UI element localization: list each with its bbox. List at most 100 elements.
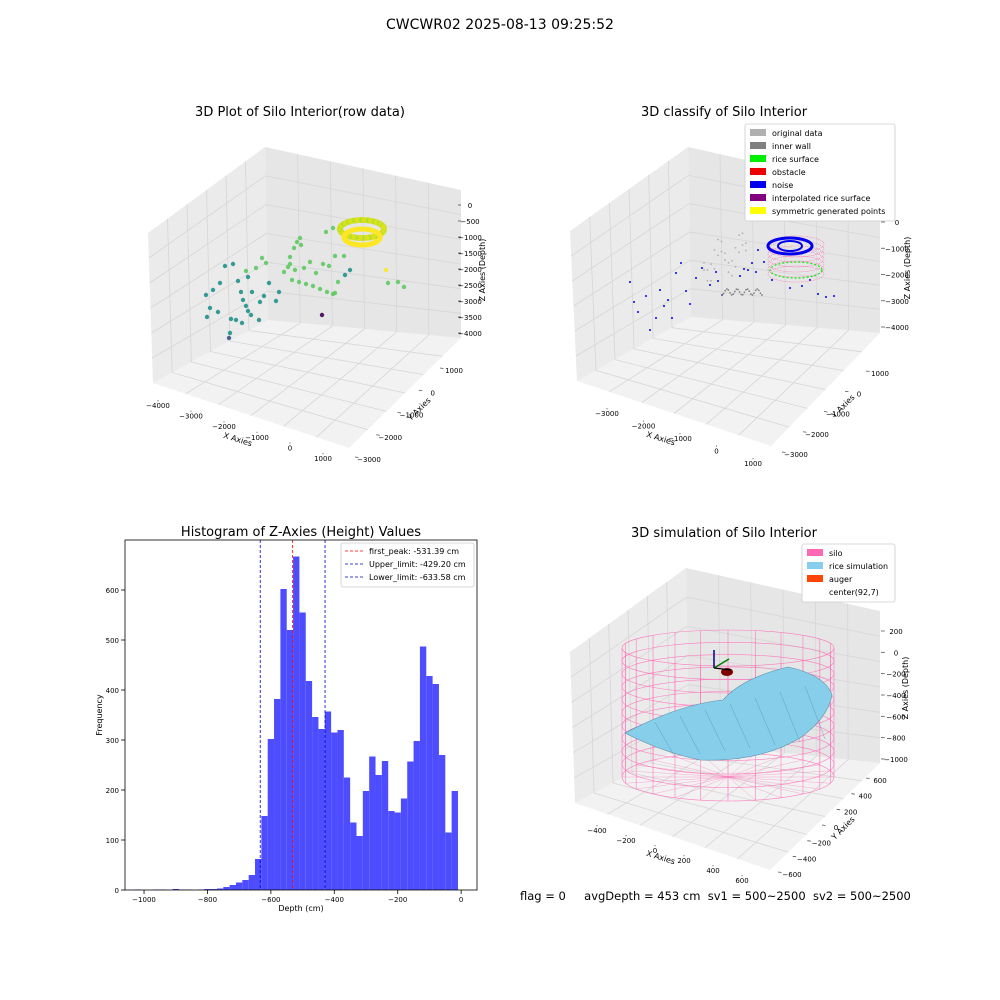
panel3-x-label: Depth (cm) <box>278 904 323 913</box>
panel2-original-point <box>706 268 709 271</box>
panel3-bar <box>337 730 344 890</box>
panel1-point <box>332 253 338 259</box>
left-wall-pane <box>570 147 691 381</box>
panel2-legend-swatch <box>750 194 766 201</box>
panel3-bar <box>419 646 427 890</box>
panel3-bar <box>267 739 275 890</box>
panel1-point <box>243 303 249 309</box>
panel1-z-tick-label: −1000 <box>458 234 482 242</box>
panel2-noise-point <box>667 299 669 301</box>
panel4-y-tick-label: 400 <box>859 793 872 801</box>
panel1-y-tick <box>376 434 380 436</box>
panel3-bar <box>407 761 414 890</box>
panel1-point <box>276 289 282 295</box>
panel4-silo-spoke <box>636 764 729 778</box>
panel1-y-tick-label: 1000 <box>445 367 463 375</box>
panel2-legend-swatch <box>750 168 766 175</box>
panel3-bar <box>210 889 217 890</box>
panel1-point <box>313 270 319 276</box>
panel1-point <box>235 278 241 284</box>
panel-raw-scatter: 3D Plot of Silo Interior(row data) −4000 −… <box>146 105 487 464</box>
panel4-rice-mesh-line <box>779 691 801 743</box>
panel3-bar <box>274 699 281 890</box>
panel4-silo-spoke <box>727 770 831 778</box>
panel2-original-point <box>745 249 747 252</box>
panel1-point <box>341 253 347 259</box>
panel4-silo-spoke <box>636 776 729 790</box>
panel2-noise-point <box>801 285 803 287</box>
panel4-y-tick <box>851 793 855 795</box>
panel4-silo-spoke <box>700 776 729 801</box>
panel2-y-tick-label: 1000 <box>871 370 889 378</box>
panel4-rice-mesh-line <box>654 721 676 758</box>
panel2-original-point <box>710 263 712 266</box>
panel2-original-point <box>731 274 733 277</box>
panel2-noise-point <box>763 261 765 263</box>
panel1-point <box>285 264 291 270</box>
panel2-z-tick-label: −2000 <box>885 272 909 280</box>
panel2-noise-point <box>789 287 791 289</box>
panel2-noise-point <box>715 271 717 273</box>
panel3-x-tick-label: 0 <box>459 896 463 904</box>
panel1-point <box>395 279 401 285</box>
panel4-legend-label: silo <box>829 549 843 558</box>
panel1-point <box>294 239 300 245</box>
panel2-x-tick-label: 1000 <box>744 460 762 468</box>
panel3-bar <box>445 832 452 890</box>
panel4-x-tick-label: −400 <box>587 827 606 835</box>
panel1-point <box>385 280 391 286</box>
panel4-legend-label: rice simulation <box>829 562 888 571</box>
panel2-original-point <box>713 249 716 251</box>
panel2-noise-point <box>685 290 687 292</box>
panel3-bar <box>432 684 439 890</box>
panel1-y-tick-label: −1000 <box>400 412 424 420</box>
panel2-legend-label: inner wall <box>772 142 811 151</box>
panel4-z-tick-label: 200 <box>889 628 902 636</box>
panel1-point <box>330 225 336 231</box>
panel3-bar <box>242 880 249 890</box>
panel3-bar <box>388 811 395 890</box>
panel4-silo-spoke <box>727 776 803 795</box>
panel2-original-point <box>724 252 726 254</box>
panel1-point <box>303 281 309 287</box>
left-wall-gridline <box>667 160 673 328</box>
panel2-y-tick-label: 0 <box>857 390 861 398</box>
floor-pane <box>577 317 880 446</box>
panel3-bar <box>400 798 408 890</box>
panel4-y-tick-label: 600 <box>873 777 886 785</box>
panel3-axes-frame <box>124 539 478 891</box>
panel2-x-tick-label: −2000 <box>632 423 656 431</box>
panel2-original-point <box>741 244 744 246</box>
panel3-bar <box>293 556 300 890</box>
panel3-bar <box>343 777 351 890</box>
panel2-noise-point <box>751 262 753 264</box>
panel1-z-tick-label: −3500 <box>458 314 482 322</box>
panel1-point <box>263 260 269 266</box>
panel2-z-tick-label: −4000 <box>885 324 909 332</box>
panel2-rice-surface-ring <box>769 261 823 279</box>
panel1-point <box>243 268 249 274</box>
panel3-bar <box>375 775 382 890</box>
panel4-rice-mesh-line <box>729 703 751 749</box>
panel3-title: Histogram of Z-Axies (Height) Values <box>181 525 421 540</box>
panel3-bar <box>261 816 268 890</box>
panel2-noise-point <box>771 279 773 281</box>
panel2-noise-point <box>633 301 635 303</box>
panel4-y-tick-label: −400 <box>797 855 816 863</box>
panel1-z-tick-label: −2000 <box>458 266 482 274</box>
panel2-legend-swatch <box>750 207 766 214</box>
panel2-legend-swatch <box>750 142 766 149</box>
panel2-z-tick-label: −1000 <box>885 245 909 253</box>
panel1-x-tick-label: 1000 <box>314 455 332 463</box>
panel2-wall-point <box>727 289 730 291</box>
panel1-point <box>261 293 267 299</box>
panel2-legend-swatch <box>750 129 766 136</box>
panel4-rice-mesh-line <box>704 709 726 752</box>
panel1-point <box>273 298 279 304</box>
panel1-y-tick <box>418 389 423 392</box>
panel1-point <box>291 245 297 251</box>
panel3-bar <box>248 875 256 890</box>
flag-status: flag = 0 <box>520 889 566 903</box>
panel1-point <box>287 254 293 260</box>
panel3-x-tick-label: −600 <box>261 896 280 904</box>
